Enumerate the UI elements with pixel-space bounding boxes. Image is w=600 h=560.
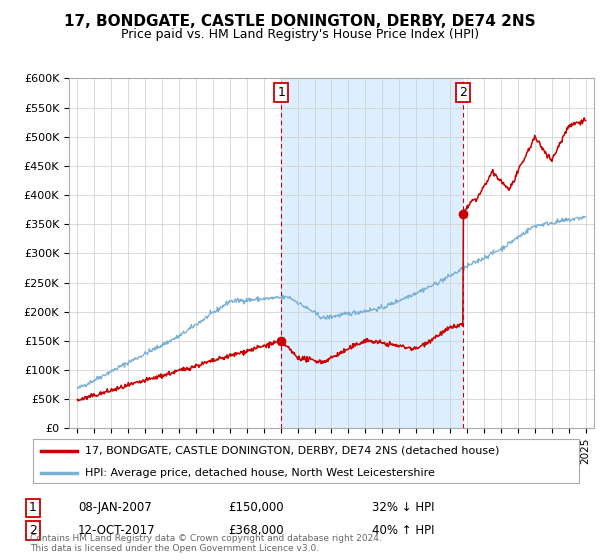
FancyBboxPatch shape: [33, 440, 579, 483]
Text: £368,000: £368,000: [228, 524, 284, 537]
Text: HPI: Average price, detached house, North West Leicestershire: HPI: Average price, detached house, Nort…: [85, 468, 435, 478]
Text: 32% ↓ HPI: 32% ↓ HPI: [372, 501, 434, 515]
Text: 2: 2: [460, 86, 467, 99]
Text: 2: 2: [29, 524, 37, 537]
Text: 1: 1: [277, 86, 286, 99]
Text: 17, BONDGATE, CASTLE DONINGTON, DERBY, DE74 2NS (detached house): 17, BONDGATE, CASTLE DONINGTON, DERBY, D…: [85, 446, 500, 456]
Text: £150,000: £150,000: [228, 501, 284, 515]
Text: 1: 1: [29, 501, 37, 515]
Text: Contains HM Land Registry data © Crown copyright and database right 2024.
This d: Contains HM Land Registry data © Crown c…: [30, 534, 382, 553]
Text: 12-OCT-2017: 12-OCT-2017: [78, 524, 155, 537]
Bar: [281, 78, 463, 428]
Text: 40% ↑ HPI: 40% ↑ HPI: [372, 524, 434, 537]
Text: Price paid vs. HM Land Registry's House Price Index (HPI): Price paid vs. HM Land Registry's House …: [121, 28, 479, 41]
Text: 17, BONDGATE, CASTLE DONINGTON, DERBY, DE74 2NS: 17, BONDGATE, CASTLE DONINGTON, DERBY, D…: [64, 14, 536, 29]
Text: 08-JAN-2007: 08-JAN-2007: [78, 501, 152, 515]
